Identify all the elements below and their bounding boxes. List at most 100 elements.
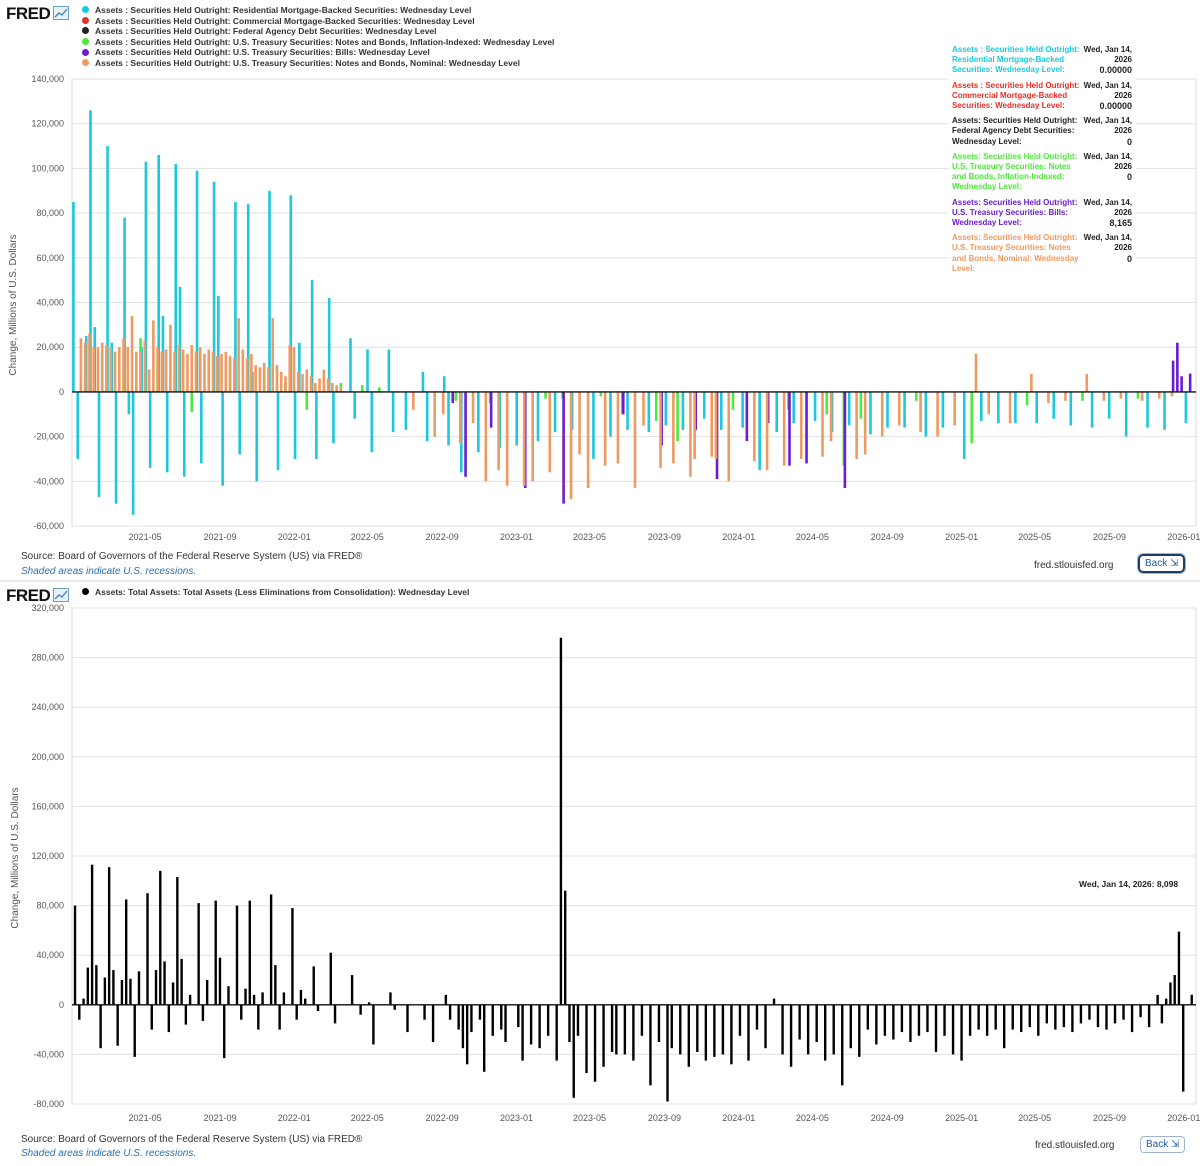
legend-dot-icon [82,38,89,46]
bar [869,391,872,435]
bar [114,391,118,504]
bar [1079,1004,1083,1024]
legend: Assets: Total Assets: Total Assets (Less… [82,587,469,598]
bar [305,369,309,392]
fred-logo-text: FRED [6,586,51,605]
bar [360,385,364,392]
legend-entry[interactable]: Assets : Securities Held Outright: Comme… [82,16,554,27]
legend-entry[interactable]: Assets: Total Assets: Total Assets (Less… [82,587,469,598]
bar [425,391,429,442]
bar [755,1004,759,1030]
legend-label: Assets : Securities Held Outright: U.S. … [95,47,430,58]
fred-logo[interactable]: FRED [6,4,70,24]
bar [124,899,128,1005]
bar [315,391,318,459]
bar [164,349,168,392]
back-button[interactable]: Back ⇲ [1136,553,1187,574]
bar [1190,994,1193,1005]
bar [72,201,75,392]
bar [159,870,162,1005]
bar [970,391,973,444]
legend-entry[interactable]: Assets : Securities Held Outright: Feder… [82,26,554,37]
bar [238,391,241,455]
bar [745,391,749,442]
bar [849,1004,852,1049]
bar [799,391,803,459]
bar [781,1004,784,1055]
legend-entry[interactable]: Assets : Securities Held Outright: Resid… [82,5,554,16]
bar [569,391,573,500]
bar [148,391,152,468]
bar [470,1004,473,1033]
bar [88,333,91,392]
bar [318,378,321,392]
bar [116,1004,119,1046]
back-button[interactable]: Back ⇲ [1140,1136,1186,1153]
bar [103,977,107,1005]
bar [679,1004,682,1055]
tooltip-value: Wed, Jan 14, 2026 0 [1081,116,1132,147]
source-note: Source: Board of Governors of the Federa… [21,551,363,562]
chart-line-icon [53,587,70,602]
bar [977,1004,980,1030]
site-link[interactable]: fred.stlouisfed.org [1035,1140,1115,1151]
bar [531,391,534,482]
fred-logo[interactable]: FRED [6,586,70,606]
bar [76,391,80,459]
tooltip-value: Wed, Jan 14, 2026 0.00000 [1081,45,1132,76]
bar [553,391,557,433]
legend-dot-icon [82,588,89,596]
site-link[interactable]: fred.stlouisfed.org [1034,560,1114,571]
bar [1157,391,1161,399]
bar [1177,931,1181,1005]
tooltip-entry: Assets: Securities Held Outright: U.S. T… [952,152,1132,193]
chart-panel-securities: FRED Assets : Securities Held Outright: … [0,0,1200,580]
bar [521,1004,524,1061]
bar [182,391,186,477]
bar [326,378,330,392]
bar [457,1004,460,1030]
bar [572,1004,575,1098]
bar [314,382,317,392]
bar [738,1004,742,1036]
bar [1020,1004,1023,1033]
bar [284,376,287,392]
bar [310,280,314,392]
bar [962,391,966,459]
x-tick-label: 2026-01 [1167,532,1200,542]
y-tick-label: 160,000 [31,801,64,811]
x-tick-label: 2023-05 [573,1113,606,1123]
bar [936,391,939,437]
bar [1147,1004,1151,1028]
bar [367,1002,371,1005]
bar [282,992,286,1005]
bar [609,391,612,437]
bar [89,110,92,392]
bar [500,1004,503,1030]
bar [1170,391,1174,397]
y-tick-label: 20,000 [36,342,64,352]
x-tick-label: 2025-01 [945,532,978,542]
bar [96,347,100,392]
bar [592,391,595,459]
bar [137,971,141,1005]
tooltip: Wed, Jan 14, 2026: 8,098 [1079,879,1178,889]
tooltip-value: 8,098 [1156,879,1179,889]
bar [544,391,547,399]
legend-entry[interactable]: Assets : Securities Held Outright: U.S. … [82,47,554,58]
legend-entry[interactable]: Assets : Securities Held Outright: U.S. … [82,37,554,48]
bar [1122,1004,1125,1020]
legend-entry[interactable]: Assets : Securities Held Outright: U.S. … [82,58,554,69]
bar [764,1004,767,1049]
bar [1176,342,1179,392]
bar [593,1004,597,1082]
bar [953,391,956,426]
bar [304,998,307,1005]
bar [623,1004,627,1055]
bar [120,980,124,1005]
bar [974,353,978,392]
bar [255,391,259,482]
bar [670,1004,673,1049]
bar [917,1004,921,1036]
bar [883,1004,887,1036]
